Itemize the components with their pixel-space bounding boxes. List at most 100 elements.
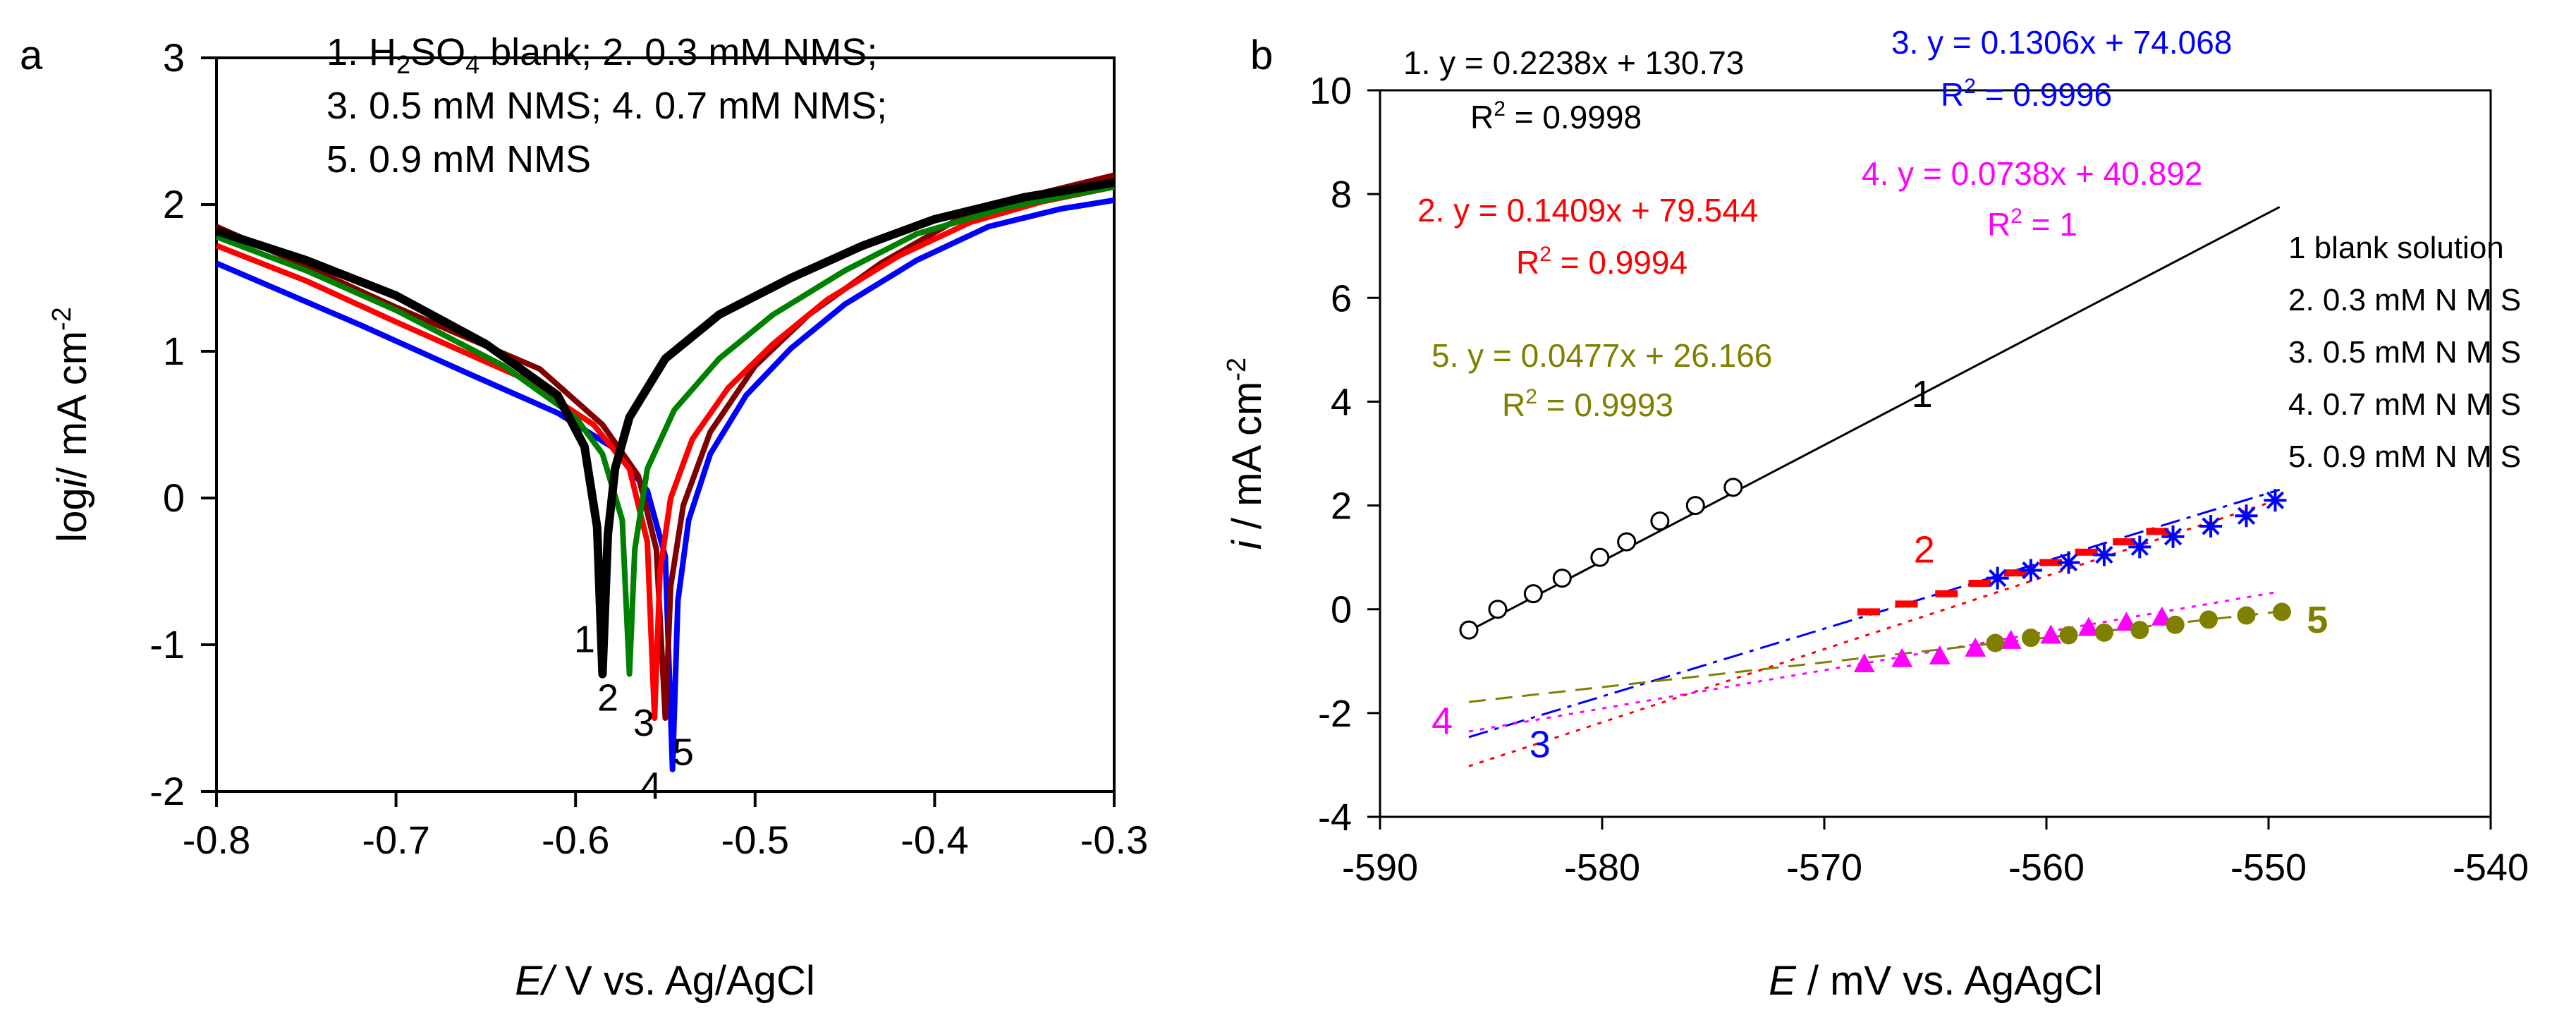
data-point-series-3	[2264, 489, 2287, 512]
equation-5: 5. y = 0.0477x + 26.166	[1432, 337, 1772, 374]
curve-label-4: 4	[1432, 700, 1453, 742]
data-point-series-1	[1723, 478, 1743, 497]
panel-b-legend-item-5: 5. 0.9 mM N M S	[2288, 439, 2521, 474]
polarization-curve-2	[215, 184, 1115, 677]
data-point-series-5	[2021, 629, 2040, 648]
data-point-series-2	[1968, 579, 1991, 587]
data-point-series-3	[2057, 551, 2080, 574]
panel-a-curves	[215, 172, 1115, 772]
data-point-series-1	[1590, 547, 1610, 567]
data-point-series-1	[1650, 511, 1670, 531]
data-point-series-5	[2094, 623, 2113, 642]
x-tick-label: -0.3	[1080, 818, 1149, 862]
y-tick-label: -2	[149, 769, 185, 813]
curve-label-5: 5	[673, 731, 694, 774]
x-tick-label: -0.5	[721, 818, 790, 862]
data-point-series-1	[1685, 496, 1705, 516]
data-point-series-2	[2039, 559, 2063, 566]
panel-b-data-points	[1459, 478, 2291, 672]
curve-label-2: 2	[1914, 529, 1935, 571]
data-point-series-5	[1986, 633, 2005, 652]
panel-b-x-axis-label: E / mV vs. AgAgCl	[1769, 958, 2103, 1004]
panel-a-curve-labels: 123 45	[574, 618, 694, 807]
data-point-series-4	[2040, 624, 2062, 644]
data-point-series-1	[1523, 584, 1543, 604]
data-point-series-2	[2075, 548, 2098, 556]
fit-line-4	[1468, 590, 2281, 733]
y-tick-label: 0	[163, 475, 185, 520]
fit-line-2	[1468, 498, 2281, 767]
curve-label-3: 3	[1530, 723, 1551, 765]
x-tick-label: -0.7	[362, 818, 430, 862]
panel-b-fit-lines	[1468, 206, 2281, 767]
panel-a-plot-frame	[215, 56, 1116, 793]
polarization-curve-1	[215, 178, 1115, 679]
data-point-series-4	[1891, 648, 1913, 667]
panel-b-x-ticks: -590 -580 -570 -560 -550 -540	[1342, 817, 2529, 889]
panel-a-y-ticks: -2 -1 0 1 2 3	[149, 35, 216, 813]
equation-1: 1. y = 0.2238x + 130.73	[1403, 44, 1744, 81]
panel-a-legend-line-1: 1. H2SO4 blank; 2. 0.3 mM NMS;	[326, 31, 877, 79]
polarization-curve-5	[215, 197, 1115, 772]
data-point-series-2	[2146, 528, 2169, 535]
data-point-series-4	[2000, 629, 2022, 649]
x-tick-label: -0.6	[542, 818, 610, 862]
data-point-series-3	[2128, 535, 2151, 559]
y-tick-label: 8	[1331, 174, 1352, 216]
data-point-series-3	[2235, 504, 2258, 528]
data-point-series-4	[2077, 617, 2099, 636]
data-point-series-5	[2237, 606, 2256, 625]
panel-a-y-axis-label: logi/ mA cm-2	[47, 307, 95, 542]
x-tick-label: -540	[2453, 846, 2529, 889]
panel-a-letter: a	[20, 32, 43, 78]
data-point-series-5	[2199, 610, 2218, 629]
curve-label-1: 1	[574, 618, 595, 660]
y-tick-label: 2	[163, 182, 185, 226]
y-tick-label: 4	[1331, 381, 1352, 423]
y-tick-label: 2	[1331, 485, 1352, 528]
data-point-series-1	[1617, 532, 1637, 552]
x-tick-label: -560	[2008, 846, 2084, 889]
r2-1: R2 = 0.9998	[1470, 97, 1642, 135]
data-point-series-2	[1857, 608, 1880, 616]
r2-5: R2 = 0.9993	[1502, 385, 1673, 423]
y-tick-label: 1	[163, 329, 185, 373]
data-point-series-1	[1552, 569, 1572, 588]
data-point-series-4	[1853, 652, 1875, 672]
data-point-series-3	[2019, 559, 2042, 582]
panel-b-y-ticks: -4 -2 0 2 4 6 8 10	[1310, 70, 1380, 839]
panel-a-x-ticks: -0.8 -0.7 -0.6 -0.5 -0.4 -0.3	[183, 791, 1149, 862]
panel-b-y-axis-label: i / mA cm-2	[1222, 358, 1270, 550]
curve-label-5: 5	[2307, 599, 2328, 641]
data-point-series-3	[2199, 515, 2223, 538]
data-point-series-5	[2059, 626, 2078, 645]
data-point-series-1	[1488, 600, 1508, 619]
r2-3: R2 = 0.9996	[1941, 75, 2112, 113]
x-tick-label: -580	[1564, 846, 1640, 889]
data-point-series-5	[2272, 602, 2291, 621]
x-tick-label: -550	[2230, 846, 2307, 889]
polarization-curve-3	[215, 184, 1115, 721]
y-tick-label: 10	[1310, 70, 1352, 112]
equation-2: 2. y = 0.1409x + 79.544	[1417, 192, 1758, 229]
curve-label-4: 4	[640, 765, 661, 807]
panel-b-letter: b	[1250, 32, 1273, 78]
curve-label-2: 2	[597, 677, 618, 720]
data-point-series-2	[1935, 590, 1958, 597]
equation-3: 3. y = 0.1306x + 74.068	[1891, 24, 2232, 61]
y-tick-label: -2	[1318, 693, 1352, 735]
panel-a-legend-line-2: 3. 0.5 mM NMS; 4. 0.7 mM NMS;	[326, 85, 887, 127]
panel-a-legend-line-3: 5. 0.9 mM NMS	[326, 138, 591, 181]
x-tick-label: -0.8	[183, 818, 251, 862]
data-point-series-2	[1895, 600, 1918, 608]
x-tick-label: -0.4	[901, 818, 969, 862]
panel-b-legend-item-1: 1 blank solution	[2288, 231, 2504, 265]
panel-b-legend-item-2: 2. 0.3 mM N M S	[2288, 283, 2521, 317]
r2-2: R2 = 0.9994	[1516, 243, 1687, 281]
y-tick-label: 6	[1331, 277, 1352, 320]
x-tick-label: -570	[1786, 846, 1862, 889]
data-point-series-1	[1459, 620, 1479, 640]
